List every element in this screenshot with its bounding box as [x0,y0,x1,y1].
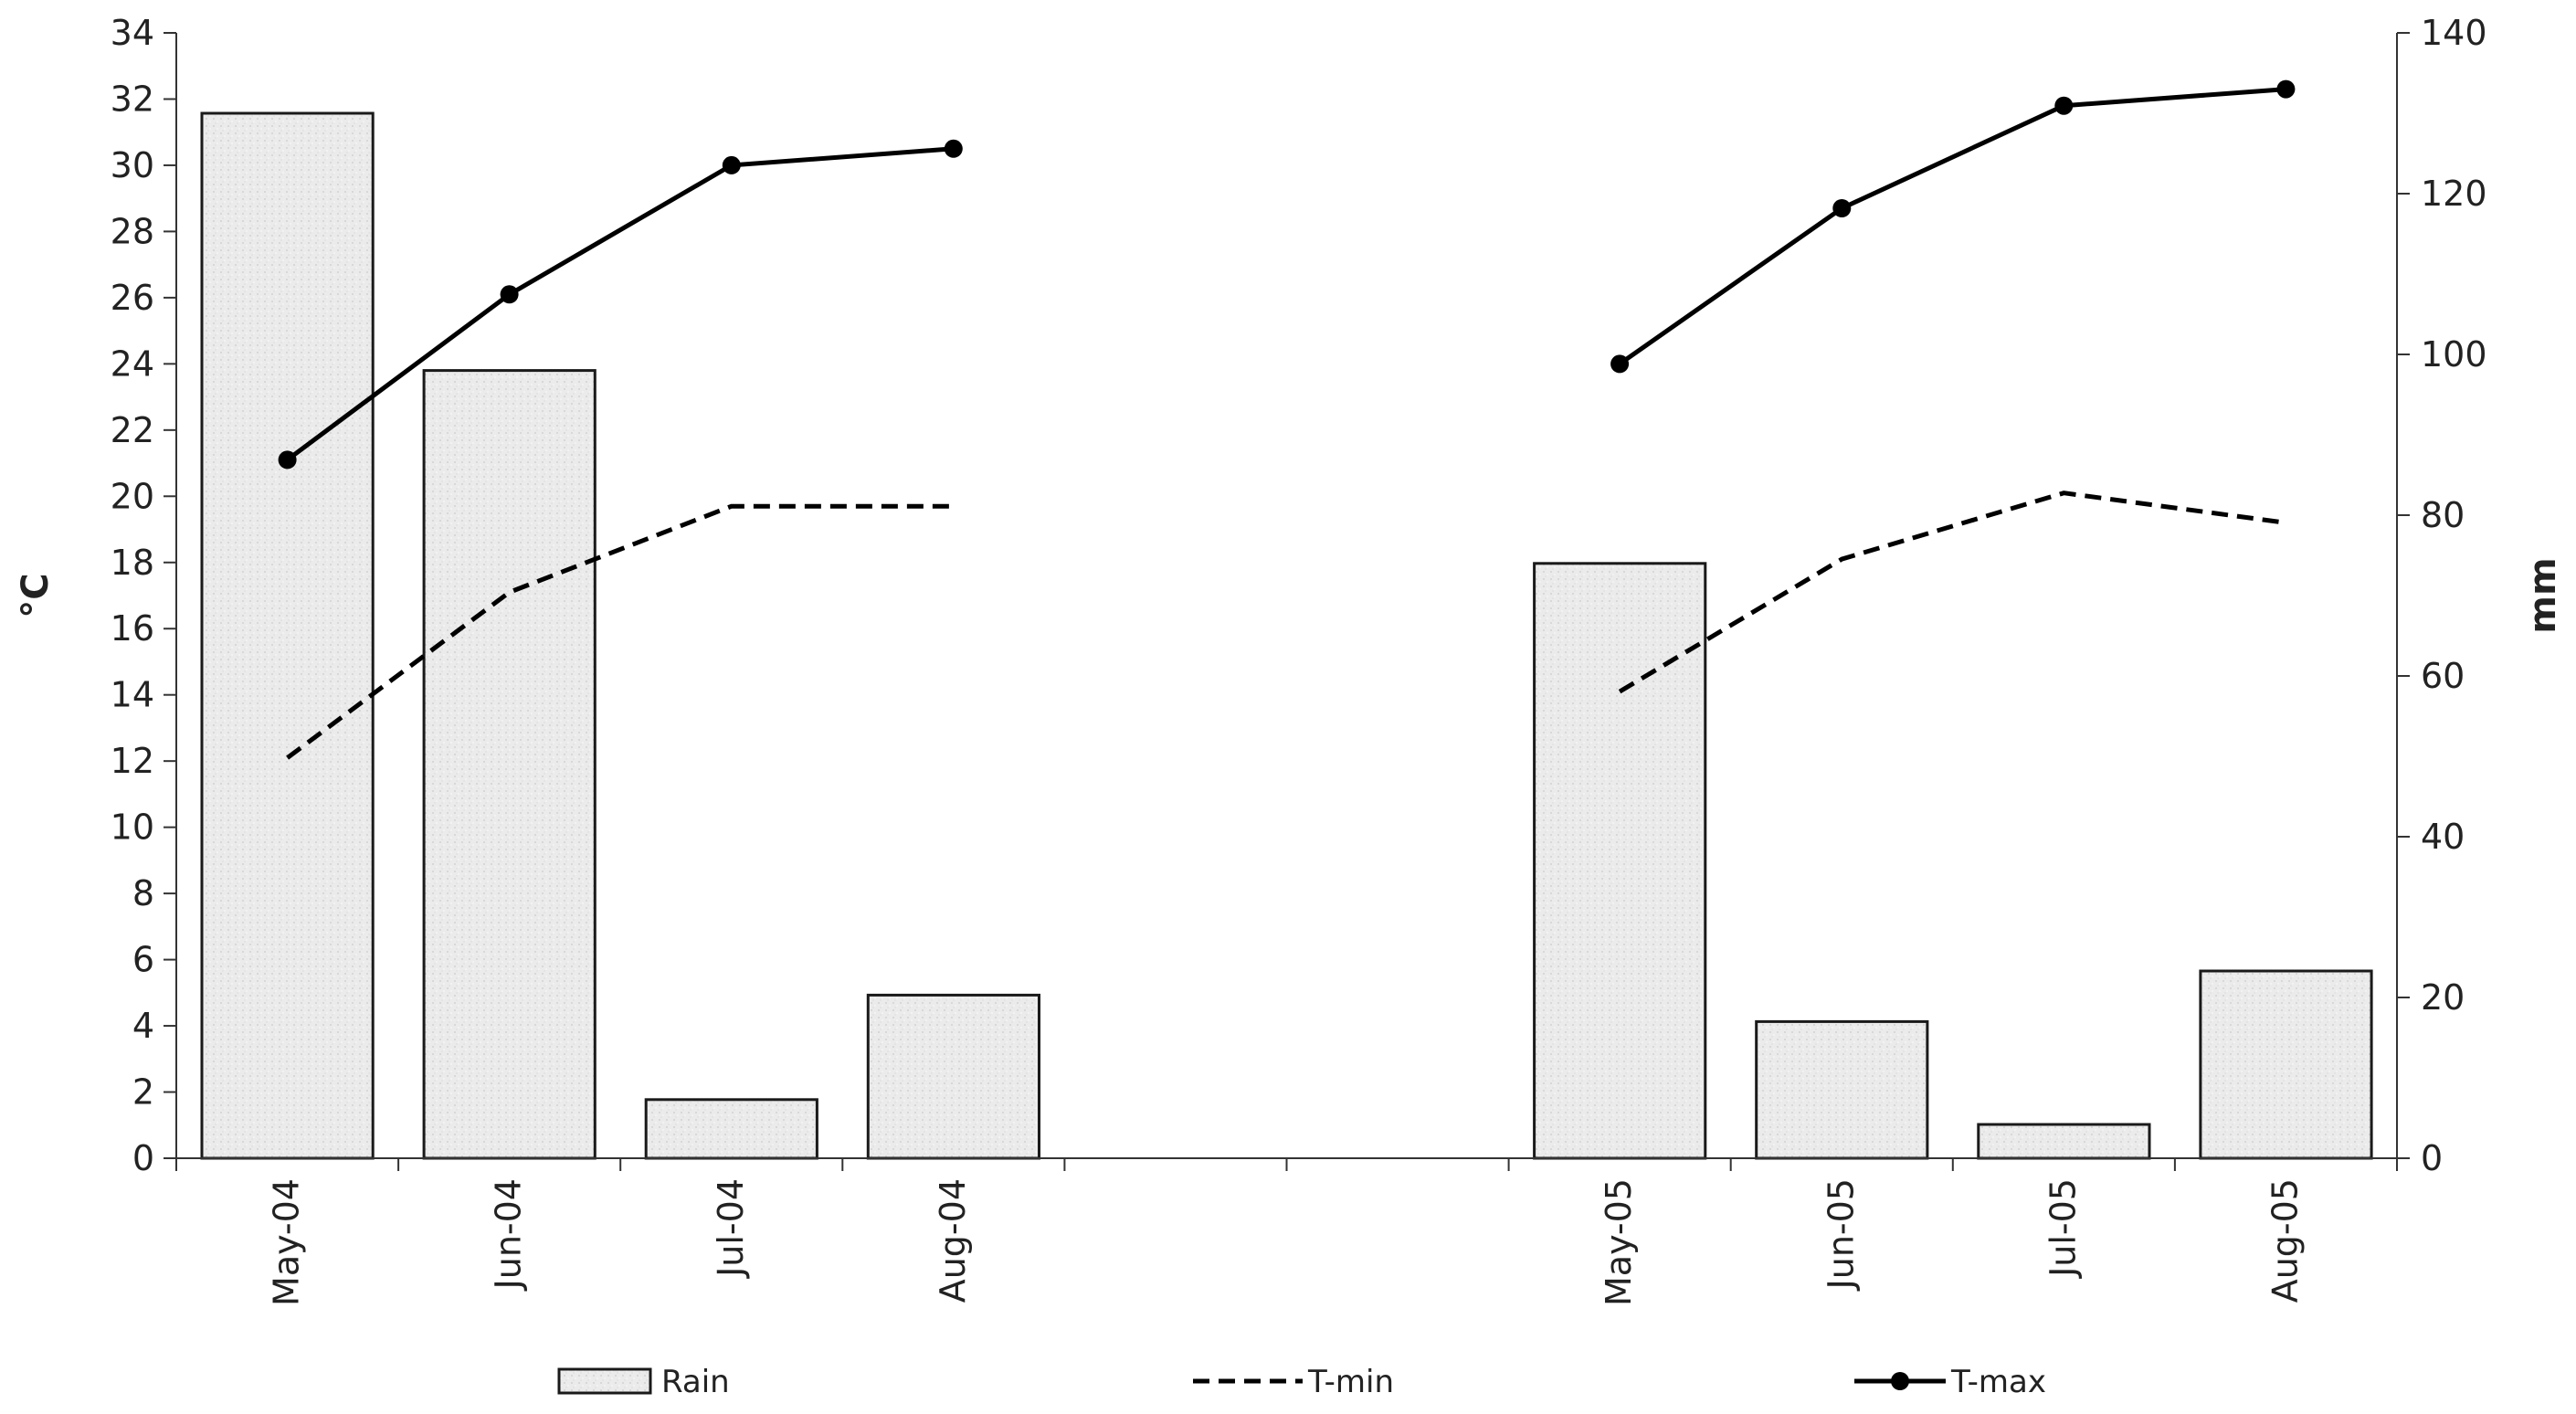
y-tick-label: 28 [111,211,154,251]
y-tick-label: 20 [111,476,154,516]
y-tick-label: 22 [111,410,154,450]
x-tick-label: Jul-04 [711,1178,751,1279]
x-tick-label: Jun-04 [489,1178,529,1291]
tmax-point [722,155,741,174]
y-tick-label: 10 [111,807,154,848]
y2-tick-label: 20 [2421,977,2465,1018]
tmax-point [944,139,963,158]
y-tick-label: 18 [111,543,154,583]
tmin-line [286,503,954,760]
y-tick-label: 24 [111,343,154,384]
rain-bar [2199,969,2373,1160]
y-tick-label: 16 [111,608,154,649]
x-tick-label: Jun-05 [1821,1178,1861,1291]
legend-tmin-label: T-min [1307,1364,1394,1400]
tmax-point [278,450,297,470]
y-tick-label: 34 [111,13,154,53]
y2-tick-label: 80 [2421,495,2465,535]
legend-rain-label: Rain [661,1364,730,1400]
x-tick-label: Aug-04 [933,1178,973,1303]
rain-bar [1977,1123,2151,1160]
tmax-line [286,146,954,462]
y-tick-label: 32 [111,79,154,119]
y-tick-label: 30 [111,145,154,185]
axes-layer [164,32,2410,1171]
tmax-point [1610,354,1630,374]
y2-tick-label: 120 [2421,174,2487,214]
tmax-point [1832,199,1852,217]
y-tick-label: 6 [132,940,154,980]
rain-bar [1755,1019,1929,1160]
y-tick-label: 2 [132,1072,154,1113]
rain-bar [866,993,1040,1160]
y-tick-label: 0 [132,1138,154,1178]
labels-layer: 0246810121416182022242628303234020406080… [15,13,2564,1306]
y2-tick-label: 40 [2421,817,2465,857]
tmin-line [1618,491,2286,694]
legend-rain-swatch [557,1367,652,1395]
y-tick-label: 26 [111,278,154,318]
legend-tmax-label: T-max [1950,1364,2046,1400]
y-tick-label: 4 [132,1006,154,1046]
x-tick-label: Aug-05 [2265,1178,2305,1303]
rain-bar [422,369,596,1160]
x-tick-label: May-04 [267,1178,307,1306]
y2-tick-label: 60 [2421,656,2465,696]
lines-layer [278,79,2296,760]
y-tick-label: 14 [111,675,154,715]
x-tick-label: May-05 [1599,1178,1639,1306]
x-tick-label: Jul-05 [2043,1178,2083,1279]
rain-bar [644,1098,818,1160]
tmax-point [500,285,519,304]
bars-layer [200,111,2373,1160]
y2-tick-label: 140 [2421,13,2487,53]
y-tick-label: 12 [111,741,154,781]
rain-bar [1533,562,1707,1160]
y2-axis-title: mm [2522,557,2564,633]
legend-tmax-marker [1891,1372,1909,1390]
tmax-point [2054,96,2074,115]
y2-tick-label: 100 [2421,334,2487,375]
y2-tick-label: 0 [2421,1138,2443,1178]
y-tick-label: 8 [132,873,154,913]
rain-bar [200,111,375,1160]
legend: Rain T-min T-max [557,1364,2046,1400]
tmax-line [1618,87,2286,366]
y-axis-title: °C [15,573,57,617]
tmax-point [2276,79,2296,99]
